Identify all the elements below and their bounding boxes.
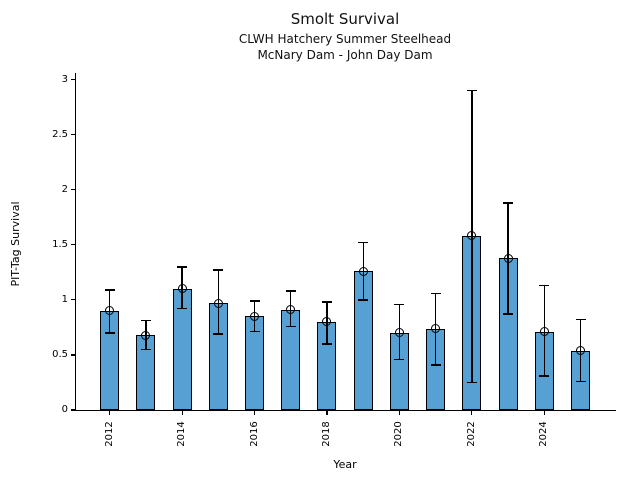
x-axis-label: Year xyxy=(333,458,357,471)
error-cap-low-2015 xyxy=(213,333,224,335)
point-marker-2014 xyxy=(177,284,187,294)
chart-subtitle-line1: CLWH Hatchery Summer Steelhead xyxy=(238,32,452,46)
error-cap-low-2019 xyxy=(358,299,369,301)
x-axis-tick xyxy=(181,411,183,416)
error-cap-low-2023 xyxy=(503,313,514,315)
error-cap-low-2013 xyxy=(140,348,151,351)
point-marker-2025 xyxy=(576,346,585,356)
x-axis-tick xyxy=(109,411,111,416)
error-cap-high-2014 xyxy=(177,266,188,268)
y-axis-tick xyxy=(70,354,75,356)
y-axis-tick xyxy=(70,409,75,411)
error-cap-high-2022 xyxy=(466,89,477,92)
y-axis-tick-label: 2 xyxy=(61,183,68,195)
error-cap-high-2024 xyxy=(539,284,550,287)
error-cap-high-2023 xyxy=(503,202,514,204)
point-marker-2016 xyxy=(250,311,260,321)
x-axis-tick xyxy=(398,411,400,416)
point-marker-2021 xyxy=(431,324,441,333)
x-axis-tick xyxy=(471,411,473,416)
point-marker-2012 xyxy=(105,306,115,316)
y-axis-label: PIT-Tag Survival xyxy=(9,201,22,287)
y-axis-tick xyxy=(70,189,75,191)
error-cap-low-2022 xyxy=(466,381,477,384)
error-cap-low-2020 xyxy=(394,358,405,361)
chart-subtitle-line2: McNary Dam - John Day Dam xyxy=(257,48,433,62)
y-axis-tick-label: 1.5 xyxy=(52,238,68,250)
error-cap-low-2017 xyxy=(285,325,296,327)
error-cap-low-2025 xyxy=(575,380,586,383)
error-cap-high-2020 xyxy=(394,303,405,305)
error-cap-low-2018 xyxy=(321,343,332,345)
error-cap-high-2025 xyxy=(575,318,586,321)
error-cap-high-2019 xyxy=(358,241,369,244)
point-marker-2015 xyxy=(213,298,223,308)
error-cap-high-2012 xyxy=(104,289,115,291)
error-cap-high-2017 xyxy=(285,290,296,292)
point-marker-2022 xyxy=(467,231,477,241)
point-marker-2019 xyxy=(358,266,368,276)
error-cap-high-2015 xyxy=(213,269,224,271)
y-axis-tick-label: 0.5 xyxy=(52,348,68,360)
point-marker-2013 xyxy=(141,330,151,340)
error-cap-low-2014 xyxy=(177,307,188,310)
error-cap-high-2013 xyxy=(140,320,151,322)
point-marker-2020 xyxy=(394,328,404,338)
y-axis-tick-label: 1 xyxy=(61,293,68,305)
x-axis-tick xyxy=(543,411,545,416)
error-cap-high-2021 xyxy=(430,292,441,294)
x-axis-tick xyxy=(326,411,328,416)
error-cap-low-2021 xyxy=(430,364,441,366)
y-axis-tick-label: 0 xyxy=(61,404,68,415)
chart-title: Smolt Survival xyxy=(290,10,400,28)
error-cap-high-2018 xyxy=(321,301,332,303)
y-axis-tick-label: 3 xyxy=(61,73,68,85)
y-axis-tick-label: 2.5 xyxy=(52,128,68,140)
y-axis-tick xyxy=(70,79,75,81)
y-axis-tick xyxy=(70,134,75,136)
point-marker-2017 xyxy=(286,305,296,315)
y-axis-tick xyxy=(70,244,75,246)
point-marker-2023 xyxy=(503,253,513,263)
error-cap-low-2012 xyxy=(104,332,115,334)
point-marker-2024 xyxy=(539,327,549,337)
plot-area: 0 0.5 1 1.5 2 2.5 3 2012 2014 2016 2018 2020 2022 202… xyxy=(52,73,616,447)
error-cap-high-2016 xyxy=(249,300,260,302)
x-axis-tick xyxy=(253,411,256,416)
y-axis-tick xyxy=(70,299,75,301)
error-cap-low-2016 xyxy=(249,331,260,333)
error-cap-low-2024 xyxy=(539,375,550,377)
